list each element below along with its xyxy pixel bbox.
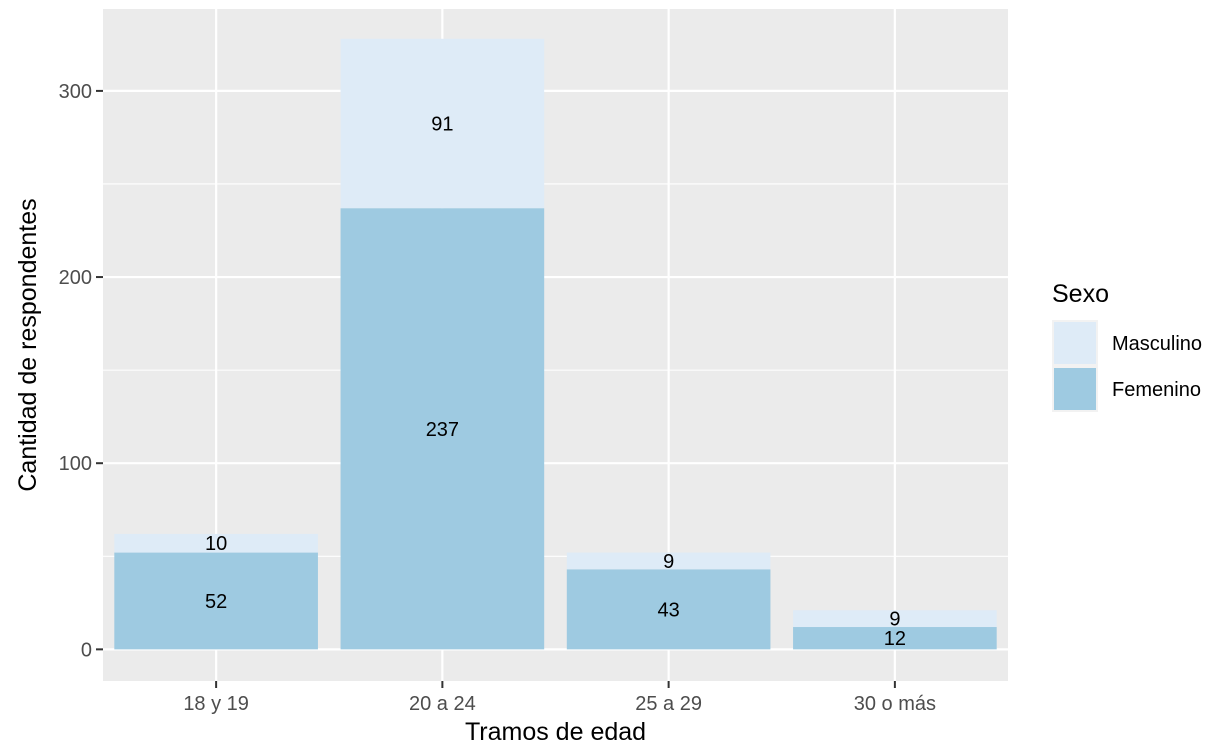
bar-masculino bbox=[114, 533, 318, 553]
y-tick-label: 100 bbox=[59, 453, 92, 475]
legend-swatch-femenino bbox=[1054, 368, 1096, 410]
bar-value-label: 12 bbox=[884, 628, 906, 650]
bar-masculino bbox=[340, 38, 545, 209]
legend: Sexo Masculino Femenino bbox=[1052, 280, 1202, 412]
bar-femenino bbox=[566, 569, 771, 650]
bar-value-label: 237 bbox=[426, 419, 459, 441]
bars bbox=[114, 38, 997, 650]
axes: 0 100 200 300 18 y 19 20 a 24 25 a 29 30 o más bbox=[59, 81, 936, 715]
y-tick-label: 200 bbox=[59, 267, 92, 289]
bar-value-label: 52 bbox=[205, 591, 227, 613]
bar-value-label: 10 bbox=[205, 533, 227, 555]
x-tick-label: 20 a 24 bbox=[409, 693, 476, 715]
legend-label-masculino: Masculino bbox=[1112, 333, 1202, 355]
y-axis-title: Cantidad de respondentes bbox=[14, 198, 42, 491]
x-axis-title: Tramos de edad bbox=[465, 718, 646, 746]
legend-label-femenino: Femenino bbox=[1112, 379, 1201, 401]
bar-value-label: 91 bbox=[431, 113, 453, 135]
bar-masculino bbox=[793, 610, 997, 628]
x-tick-label: 30 o más bbox=[854, 693, 936, 715]
bar-femenino bbox=[114, 552, 318, 650]
x-tick-label: 25 a 29 bbox=[635, 693, 702, 715]
bar-femenino bbox=[340, 208, 545, 650]
legend-swatch-masculino bbox=[1054, 322, 1096, 364]
bar-value-label: 9 bbox=[663, 551, 674, 573]
bar-femenino bbox=[793, 627, 997, 650]
legend-title: Sexo bbox=[1052, 280, 1109, 308]
bar-value-label: 43 bbox=[658, 599, 680, 621]
bar-value-label: 9 bbox=[889, 609, 900, 631]
y-tick-label: 0 bbox=[81, 639, 92, 661]
bar-masculino bbox=[566, 552, 771, 570]
x-tick-label: 18 y 19 bbox=[183, 693, 249, 715]
y-tick-label: 300 bbox=[59, 81, 92, 103]
